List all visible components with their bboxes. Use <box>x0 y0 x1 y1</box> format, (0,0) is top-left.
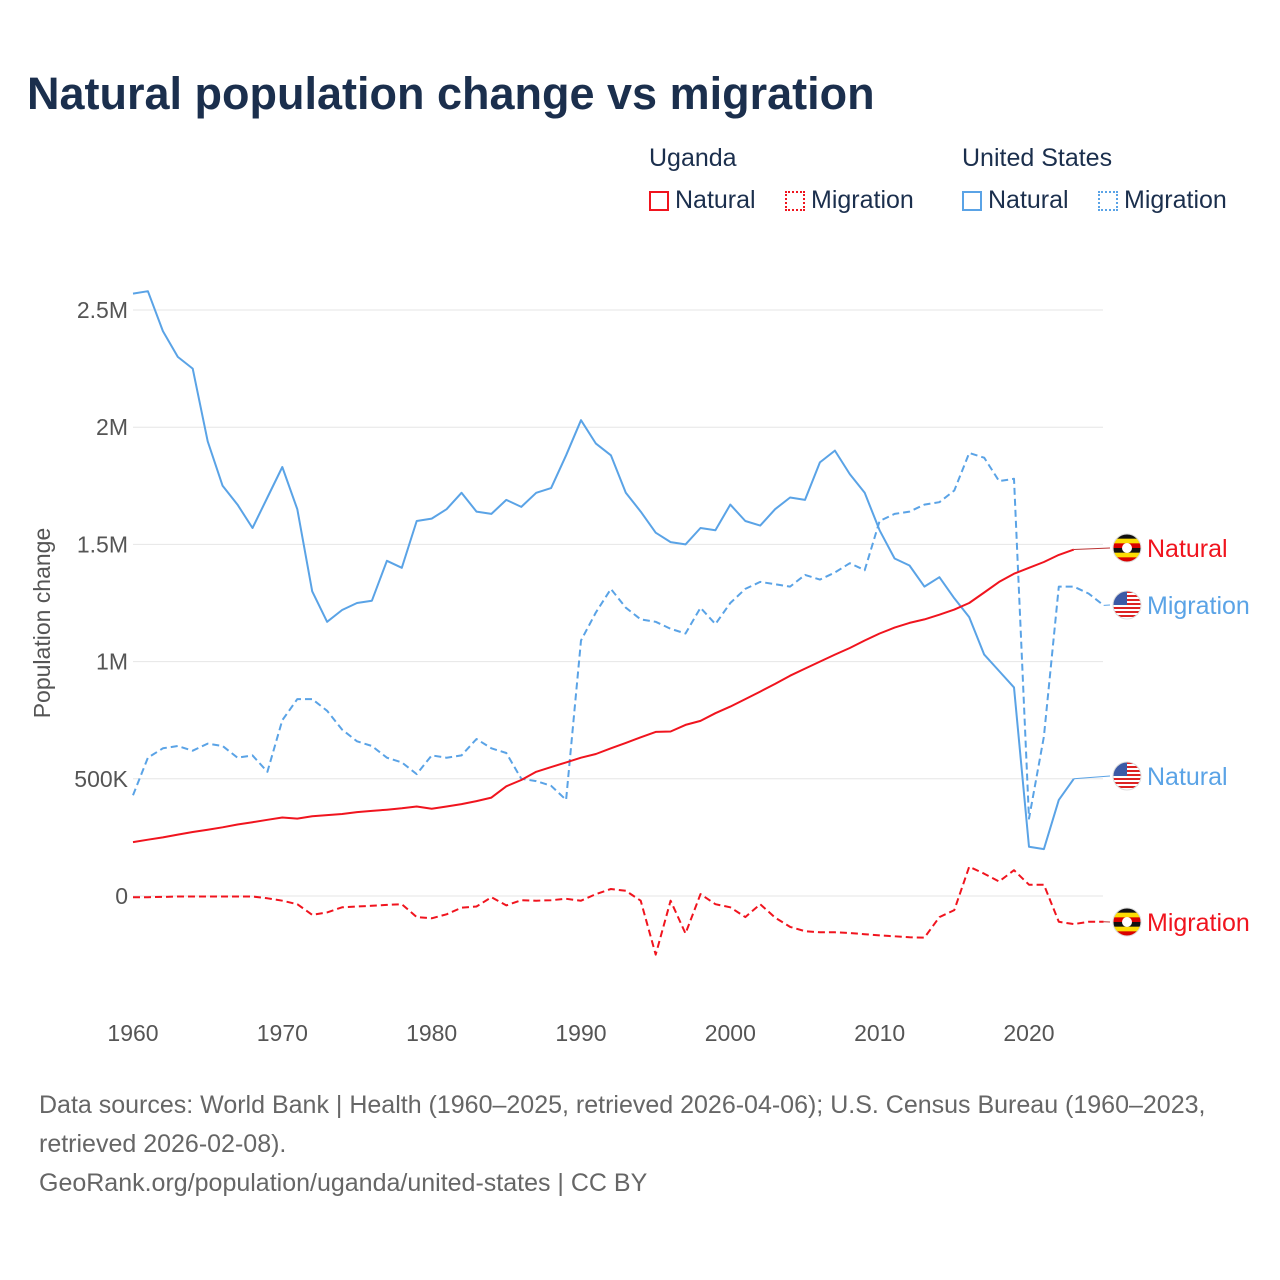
series-line-united-states-migration <box>132 452 1105 820</box>
x-tick-label: 2000 <box>705 1020 756 1046</box>
series-line-uganda-natural <box>132 548 1075 844</box>
y-tick-label: 2M <box>96 414 128 440</box>
flag-stripe <box>1113 611 1141 613</box>
flag-stripe <box>1113 908 1141 914</box>
leader-line <box>1073 775 1111 780</box>
legend-us-migration[interactable]: Migration <box>1098 186 1227 215</box>
series-end-label: Migration <box>1147 909 1250 937</box>
dotted-line-swatch-icon <box>1098 190 1118 211</box>
dotted-line-swatch-icon <box>785 190 805 211</box>
series-end-label: Migration <box>1147 592 1250 620</box>
x-tick-label: 1990 <box>555 1020 606 1046</box>
flag-icon <box>1112 590 1142 620</box>
flag-emblem <box>1122 543 1132 553</box>
data-sources: Data sources: World Bank | Health (1960–… <box>39 1091 1206 1158</box>
y-tick-label: 1M <box>96 649 128 675</box>
legend-group-title: Uganda <box>649 144 737 172</box>
solid-line-swatch-icon <box>649 190 669 211</box>
x-tick-label: 1960 <box>107 1020 158 1046</box>
flag-emblem <box>1122 917 1132 927</box>
flag-stripe <box>1113 926 1141 932</box>
flag-stripe <box>1113 534 1141 540</box>
legend-us-natural[interactable]: Natural <box>962 186 1069 215</box>
leader-line <box>1073 547 1111 551</box>
flag-icon <box>1112 533 1142 563</box>
series-end-label: Natural <box>1147 535 1228 563</box>
y-axis-label: Population change <box>29 528 55 719</box>
x-tick-label: 2020 <box>1003 1020 1054 1046</box>
flag-stripe <box>1113 778 1141 780</box>
legend-uganda-migration[interactable]: Migration <box>785 186 914 215</box>
y-tick-label: 0 <box>115 883 128 909</box>
x-tick-label: 1980 <box>406 1020 457 1046</box>
x-tick-label: 1970 <box>257 1020 308 1046</box>
series-line-united-states-natural <box>132 290 1075 851</box>
credit-link[interactable]: GeoRank.org/population/uganda/united-sta… <box>39 1169 648 1197</box>
flag-stripe <box>1113 782 1141 784</box>
y-tick-label: 500K <box>74 766 128 792</box>
footer: Data sources: World Bank | Health (1960–… <box>39 1086 1249 1203</box>
chart-title: Natural population change vs migration <box>27 68 875 119</box>
flag-stripe <box>1113 786 1141 788</box>
x-tick-label: 2010 <box>854 1020 905 1046</box>
flag-stripe <box>1113 538 1141 544</box>
legend-label: Natural <box>675 186 756 214</box>
flag-stripe <box>1113 557 1141 562</box>
flag-stripe <box>1113 552 1141 558</box>
flag-stripe <box>1113 931 1141 936</box>
solid-line-swatch-icon <box>962 190 982 211</box>
series-line-uganda-migration <box>133 865 1104 956</box>
flag-icon <box>1112 761 1142 791</box>
flag-stripe <box>1113 615 1141 617</box>
flag-stripe <box>1113 912 1141 918</box>
legend-label: Migration <box>1124 186 1227 214</box>
legend-label: Natural <box>988 186 1069 214</box>
legend-uganda-natural[interactable]: Natural <box>649 186 756 215</box>
y-tick-label: 2.5M <box>77 297 128 323</box>
legend-group-title: United States <box>962 144 1113 172</box>
y-tick-label: 1.5M <box>77 531 128 557</box>
series-end-label: Natural <box>1147 763 1228 791</box>
flag-stripe <box>1113 607 1141 609</box>
legend-label: Migration <box>811 186 914 214</box>
flag-icon <box>1112 907 1142 937</box>
